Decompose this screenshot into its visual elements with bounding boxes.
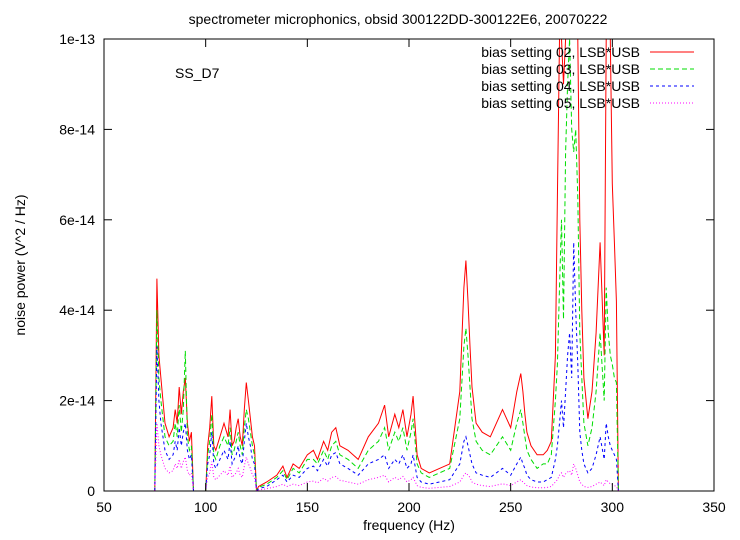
x-axis: 50 100 150 200 250 300 350: [96, 39, 726, 515]
legend-label-2: bias setting 03, LSB*USB: [481, 61, 640, 77]
series-line-4: [154, 423, 619, 491]
x-tick-label: 150: [296, 499, 320, 515]
series-line-3: [154, 242, 619, 491]
y-tick-label: 2e-14: [59, 393, 95, 409]
y-axis: 0 2e-14 4e-14 6e-14 8e-14 1e-13: [59, 31, 714, 499]
x-tick-label: 200: [397, 499, 421, 515]
legend-label-4: bias setting 05, LSB*USB: [481, 95, 640, 111]
legend-label-1: bias setting 02, LSB*USB: [481, 44, 640, 60]
y-tick-label: 8e-14: [59, 121, 95, 137]
series-line-2: [154, 39, 619, 491]
series-line-1: [154, 39, 619, 491]
y-axis-label: noise power (V^2 / Hz): [12, 194, 28, 335]
series-layer: [154, 39, 619, 491]
chart-title: spectrometer microphonics, obsid 300122D…: [189, 11, 608, 27]
x-tick-label: 50: [96, 499, 112, 515]
x-tick-label: 100: [194, 499, 218, 515]
x-tick-label: 250: [499, 499, 523, 515]
annotation-label: SS_D7: [175, 65, 220, 81]
x-tick-label: 300: [601, 499, 625, 515]
x-tick-label: 350: [702, 499, 726, 515]
y-tick-label: 4e-14: [59, 302, 95, 318]
x-axis-label: frequency (Hz): [363, 517, 455, 533]
y-tick-label: 1e-13: [59, 31, 95, 47]
y-tick-label: 6e-14: [59, 212, 95, 228]
legend-label-3: bias setting 04, LSB*USB: [481, 78, 640, 94]
y-tick-label: 0: [87, 483, 95, 499]
